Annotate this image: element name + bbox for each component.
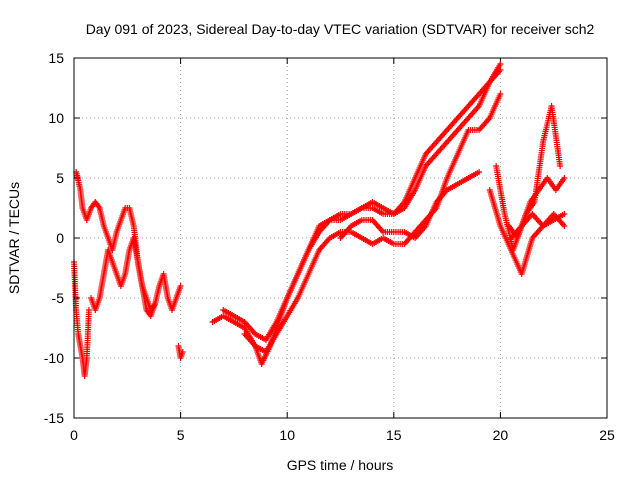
x-tick-label: 15 bbox=[386, 427, 402, 443]
data-point bbox=[561, 211, 568, 217]
y-tick-label: -5 bbox=[52, 290, 65, 306]
x-tick-label: 5 bbox=[177, 427, 185, 443]
data-points bbox=[71, 61, 568, 379]
y-tick-label: 5 bbox=[56, 170, 64, 186]
data-point bbox=[557, 163, 564, 169]
data-point bbox=[497, 61, 504, 67]
data-point bbox=[152, 301, 159, 307]
chart-title: Day 091 of 2023, Sidereal Day-to-day VTE… bbox=[86, 21, 595, 37]
y-tick-label: 15 bbox=[48, 50, 64, 66]
y-tick-label: 10 bbox=[48, 110, 64, 126]
y-tick-labels: -15 -10 -5 0 5 10 15 bbox=[44, 50, 64, 426]
x-axis-label: GPS time / hours bbox=[287, 457, 394, 473]
y-tick-label: 0 bbox=[56, 230, 64, 246]
data-point bbox=[85, 307, 92, 313]
x-tick-label: 0 bbox=[70, 427, 78, 443]
plot-frame bbox=[73, 57, 608, 419]
y-tick-label: -10 bbox=[44, 350, 64, 366]
y-tick-label: -15 bbox=[44, 410, 64, 426]
data-point bbox=[177, 283, 184, 289]
data-point bbox=[497, 67, 504, 73]
data-point bbox=[561, 175, 568, 181]
x-tick-label: 25 bbox=[599, 427, 615, 443]
data-point bbox=[476, 169, 483, 175]
x-tick-labels: 0 5 10 15 20 25 bbox=[70, 427, 615, 443]
data-point bbox=[179, 349, 186, 355]
data-point bbox=[497, 91, 504, 97]
data-point bbox=[561, 223, 568, 229]
x-tick-label: 20 bbox=[493, 427, 509, 443]
x-tick-label: 10 bbox=[279, 427, 295, 443]
grid-lines bbox=[74, 58, 607, 418]
y-axis-label: SDTVAR / TECUs bbox=[6, 182, 22, 294]
